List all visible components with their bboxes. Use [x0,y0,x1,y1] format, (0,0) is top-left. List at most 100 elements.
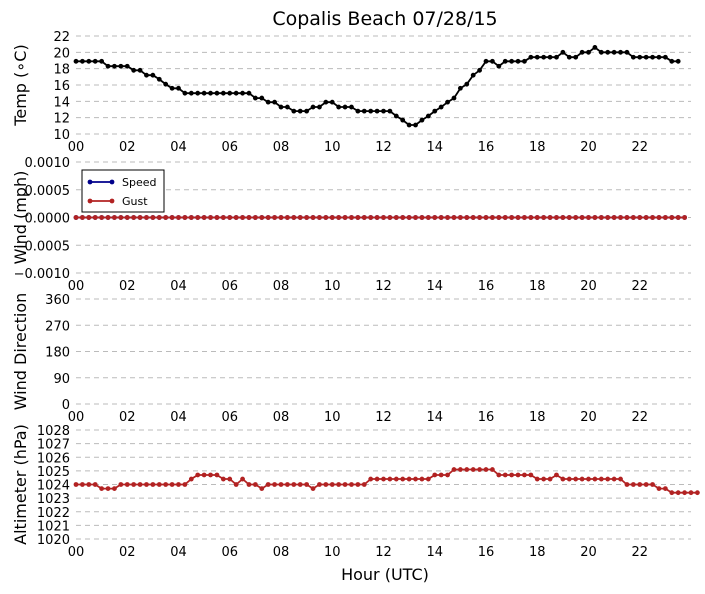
data-point [669,490,675,496]
data-point [605,49,611,55]
data-point [310,215,316,220]
series-line [76,468,698,494]
data-point [233,215,239,220]
data-point [650,54,655,60]
data-point [611,215,617,220]
data-point [464,81,470,87]
data-point [560,49,566,55]
x-tick-label: 12 [375,410,392,425]
data-point [285,482,290,487]
data-point [80,58,85,64]
legend-box [81,169,165,213]
data-point [163,215,169,220]
x-tick-label: 14 [426,279,443,294]
y-tick-label: 1020 [37,533,70,548]
data-point [144,215,149,220]
y-tick-label: 1026 [37,451,70,466]
data-point [182,215,188,220]
y-tick-label: 0 [62,398,70,413]
legend-marker [109,179,115,185]
data-point [342,215,348,220]
data-point [618,215,623,220]
data-point [188,476,194,482]
data-point [176,85,181,91]
data-point [259,95,265,101]
data-point [182,90,188,96]
data-point [272,215,277,220]
x-tick-label: 06 [221,545,238,560]
data-point [246,90,252,96]
x-tick-label: 14 [426,140,443,155]
data-point [118,482,124,487]
data-point [278,482,284,487]
data-point [515,58,521,64]
x-tick-label: 00 [68,279,85,294]
data-point [656,486,662,491]
data-point [355,215,361,220]
data-point [297,482,303,487]
data-point [278,215,284,220]
data-point [80,215,85,220]
data-point [201,215,207,220]
data-point [611,476,617,482]
y-tick-label: 18 [53,63,70,78]
x-tick-label: 14 [426,410,443,425]
data-point [643,54,649,60]
x-tick-label: 10 [324,545,341,560]
data-point [464,215,470,220]
data-point [451,95,457,101]
data-point [560,215,566,220]
data-point [86,215,92,220]
data-point [573,476,579,482]
data-point [611,49,617,55]
data-point [195,90,201,96]
data-point [381,108,386,114]
data-point [349,215,354,220]
y-tick-label: 1021 [37,519,70,534]
data-point [477,215,482,220]
x-tick-label: 12 [375,279,392,294]
data-point [515,472,521,478]
data-point [124,215,130,220]
data-point [201,472,207,478]
data-point [406,476,412,482]
data-point [323,215,329,220]
x-tick-label: 08 [273,140,290,155]
data-point [169,482,175,487]
data-point [528,472,534,478]
data-point [105,215,111,220]
data-point [630,215,636,220]
data-point [387,476,393,482]
y-tick-label: 360 [45,293,70,308]
data-point [227,476,233,482]
data-point [150,72,156,78]
y-tick-label: 14 [53,95,70,110]
data-point [605,215,611,220]
data-point [112,63,117,69]
x-tick-label: 02 [119,410,136,425]
data-point [656,54,662,60]
data-point [176,215,181,220]
y-tick-label: 180 [45,346,70,361]
x-tick-label: 16 [478,279,495,294]
data-point [643,215,649,220]
data-point [323,482,329,487]
data-point [317,104,322,110]
x-tick-label: 02 [119,279,136,294]
data-point [675,215,681,220]
data-point [541,215,547,220]
y-tick-label: 22 [53,30,70,45]
data-point [374,108,380,114]
data-point [195,472,201,478]
x-tick-label: 18 [529,410,546,425]
data-point [118,63,124,69]
data-point [419,117,425,123]
y-tick-label: −0.0005 [14,239,70,254]
data-point [381,215,386,220]
y-axis-label: Wind Direction [11,293,30,411]
data-point [425,476,431,482]
data-point [355,482,361,487]
y-tick-label: 0.0000 [25,212,71,227]
data-point [105,486,111,491]
data-point [278,104,284,110]
